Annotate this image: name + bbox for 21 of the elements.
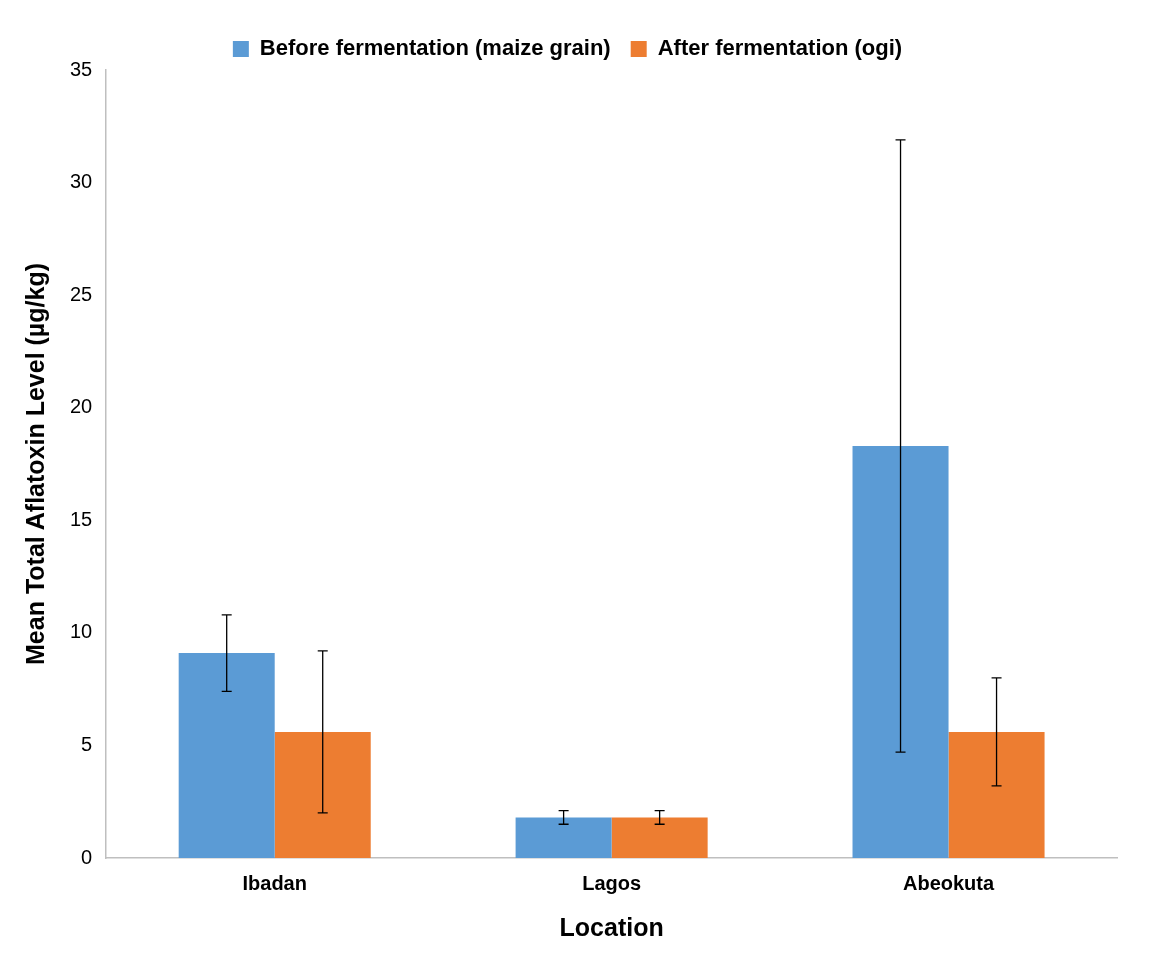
bar — [515, 817, 612, 858]
y-axis-title: Mean Total Aflatoxin Level (µg/kg) — [20, 263, 49, 665]
y-tick-label: 10 — [70, 620, 93, 643]
x-tick-label: Abeokuta — [902, 871, 995, 894]
bar — [852, 445, 949, 858]
legend-label: After fermentation (ogi) — [657, 35, 903, 61]
legend-label: Before fermentation (maize grain) — [259, 35, 611, 61]
y-tick-label: 30 — [70, 170, 93, 193]
bar — [274, 731, 371, 858]
y-tick-label: 15 — [70, 507, 93, 530]
bar — [611, 817, 708, 858]
y-tick-label: 5 — [81, 732, 93, 755]
y-tick-label: 0 — [81, 845, 93, 868]
y-tick-label: 35 — [70, 57, 93, 80]
x-tick-label: Lagos — [582, 871, 642, 894]
x-tick-label: Ibadan — [242, 871, 307, 894]
y-tick-label: 25 — [70, 282, 93, 305]
x-axis-title: Location — [559, 912, 664, 941]
bar — [948, 731, 1045, 858]
bar — [178, 653, 275, 858]
y-tick-label: 20 — [70, 395, 93, 418]
